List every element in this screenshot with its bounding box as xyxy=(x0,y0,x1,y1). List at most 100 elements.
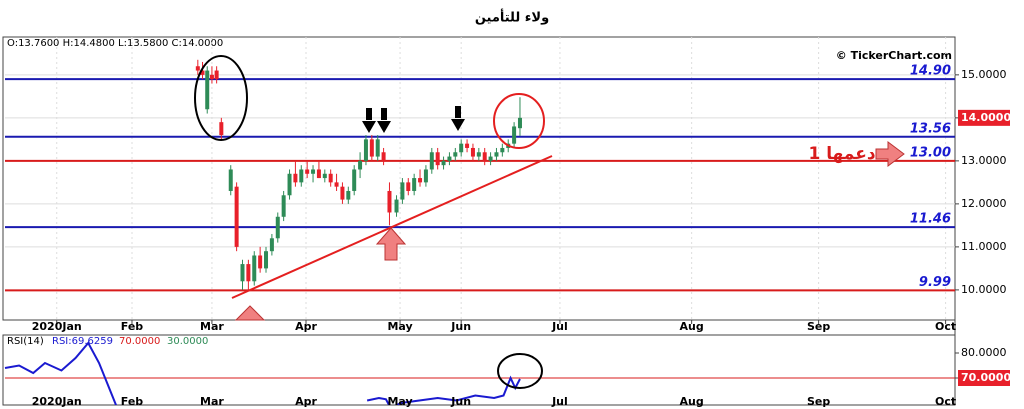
x-tick-label: Sep xyxy=(807,395,830,408)
candle-body xyxy=(311,169,316,174)
up-arrow xyxy=(234,305,266,321)
x-tick-label: Oct xyxy=(935,320,956,333)
x-tick-label: Jun xyxy=(450,320,471,333)
x-tick-label: 2020Jan xyxy=(32,395,82,408)
chart-title: ولاء للتأمين xyxy=(475,9,549,26)
y-tick-label: 10.0000 xyxy=(961,283,1007,296)
x-tick-label: Aug xyxy=(680,320,704,333)
right-arrow xyxy=(875,141,905,167)
x-tick-label: Jun xyxy=(450,395,471,408)
circle xyxy=(493,93,545,149)
candle-body xyxy=(517,117,522,129)
level-label: 13.00 xyxy=(910,145,951,160)
trend-line xyxy=(231,155,553,299)
x-tick-label: Mar xyxy=(200,395,224,408)
y-tick-label: 11.0000 xyxy=(961,240,1007,253)
candle-body xyxy=(369,139,374,157)
candle-body xyxy=(406,182,411,191)
rsi-lower: 30.0000 xyxy=(167,336,208,347)
rsi-upper: 70.0000 xyxy=(119,336,160,347)
candle-body xyxy=(423,169,428,183)
price-label: 14.0000 xyxy=(961,111,1011,124)
y-tick-label: 12.0000 xyxy=(961,197,1007,210)
x-tick-label: Feb xyxy=(121,320,144,333)
candle-body xyxy=(441,160,446,166)
y-tick-label: 80.0000 xyxy=(961,346,1007,359)
candle-body xyxy=(381,152,386,161)
candle-body xyxy=(447,156,452,161)
candle-body xyxy=(195,66,200,71)
price-panel xyxy=(2,36,956,321)
candle-body xyxy=(334,182,339,187)
level-label: 13.56 xyxy=(910,121,951,136)
rsi-level-box xyxy=(958,370,1010,386)
candle-body xyxy=(482,152,487,161)
candle-body xyxy=(299,169,304,183)
ohlc-label: O:13.7600 H:14.4800 L:13.5800 C:14.0000 xyxy=(7,38,223,49)
x-tick-label: May xyxy=(387,395,412,408)
candle-body xyxy=(418,178,423,183)
circle xyxy=(194,55,248,141)
candle-body xyxy=(281,195,286,217)
candle-body xyxy=(322,173,327,179)
x-tick-label: Jul xyxy=(551,320,568,333)
y-tick-label: 15.0000 xyxy=(961,68,1007,81)
x-tick-label: Oct xyxy=(935,395,956,408)
arrows xyxy=(362,106,465,133)
x-tick-label: Jul xyxy=(551,395,568,408)
candle-body xyxy=(214,70,219,80)
up-arrow xyxy=(375,227,407,261)
candle-body xyxy=(234,186,239,247)
candle-body xyxy=(328,173,333,183)
candle-body xyxy=(358,160,363,170)
level-label: 14.90 xyxy=(910,64,951,79)
price-box xyxy=(958,109,1010,126)
candle-body xyxy=(340,186,345,200)
x-tick-label: May xyxy=(387,320,412,333)
x-tick-label: Feb xyxy=(121,395,144,408)
level-label: 11.46 xyxy=(910,212,951,227)
x-tick-label: Apr xyxy=(295,320,317,333)
candle-body xyxy=(240,264,245,282)
candle-body xyxy=(465,143,470,148)
x-tick-label: Mar xyxy=(200,320,224,333)
x-tick-label: 2020Jan xyxy=(32,320,82,333)
rsi-value: RSI:69.6259 xyxy=(52,336,113,347)
candle-body xyxy=(429,152,434,170)
candle-body xyxy=(459,143,464,153)
candle-body xyxy=(305,169,310,174)
annotation: دعمها 1 xyxy=(808,144,875,164)
candle-body xyxy=(412,178,417,191)
candle-body xyxy=(476,152,481,157)
candle-body xyxy=(275,216,280,239)
candle-body xyxy=(435,152,440,166)
rsi-panel xyxy=(2,334,956,406)
candle-body xyxy=(352,169,357,191)
candle-body xyxy=(246,264,251,282)
candle-body xyxy=(264,251,269,269)
candle-body xyxy=(219,122,224,136)
candle-body xyxy=(375,139,380,157)
candle-body xyxy=(258,255,263,269)
candle-body xyxy=(287,173,292,196)
candle-body xyxy=(500,147,505,153)
candle-body xyxy=(494,152,499,157)
candle-body xyxy=(387,190,392,213)
x-tick-label: Apr xyxy=(295,395,317,408)
rsi-line xyxy=(4,341,521,405)
candle-body xyxy=(200,70,205,75)
candle-body xyxy=(252,255,257,282)
candle-body xyxy=(488,156,493,161)
candle-body xyxy=(470,147,475,157)
copyright: © TickerChart.com xyxy=(836,49,952,62)
level-label: 9.99 xyxy=(919,275,951,290)
candle-body xyxy=(228,169,233,191)
candle-body xyxy=(346,190,351,200)
circle xyxy=(497,353,543,389)
candle-body xyxy=(316,169,321,179)
rsi-label: RSI(14) xyxy=(7,336,44,347)
y-tick-label: 13.0000 xyxy=(961,154,1007,167)
candle-body xyxy=(453,152,458,157)
x-tick-label: Aug xyxy=(680,395,704,408)
